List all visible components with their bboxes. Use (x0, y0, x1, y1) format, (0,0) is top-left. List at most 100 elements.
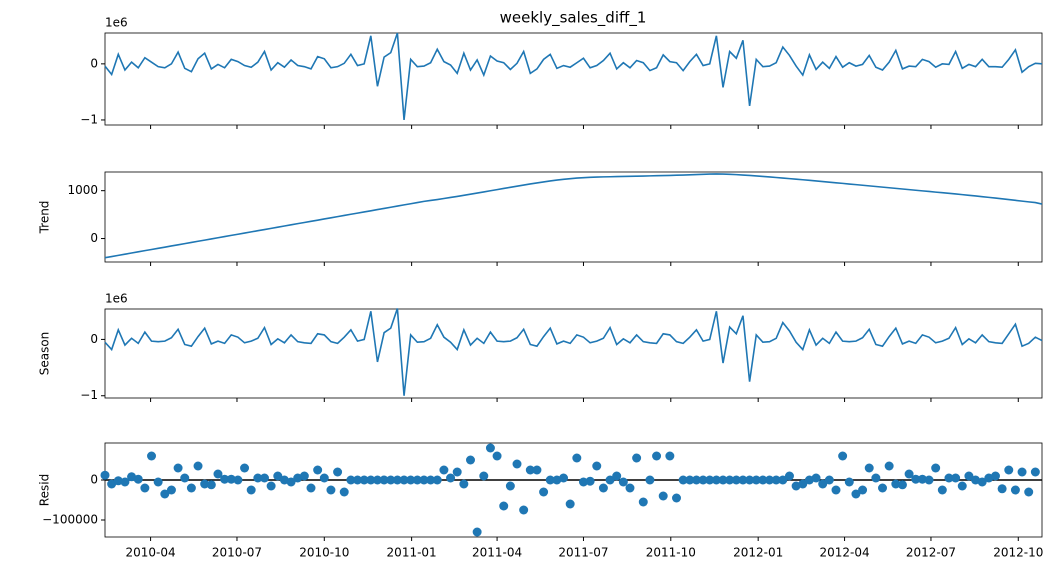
resid-point (738, 475, 748, 485)
resid-point (439, 465, 449, 475)
resid-point (193, 461, 203, 471)
resid-point (592, 461, 602, 471)
resid-point (937, 485, 947, 495)
resid-point (725, 475, 735, 485)
x-tick-label: 2012-01 (733, 546, 783, 560)
y-tick-label: −1 (80, 112, 98, 126)
resid-point (572, 453, 582, 463)
x-tick-label: 2012-07 (906, 546, 956, 560)
resid-point (678, 475, 688, 485)
y-tick-label: 0 (90, 231, 98, 245)
plot-frame (104, 308, 1043, 399)
resid-point (559, 473, 569, 483)
resid-point (286, 477, 296, 487)
resid-point (612, 471, 622, 481)
resid-point (997, 484, 1007, 494)
plot-frame (104, 32, 1043, 126)
resid-point (299, 471, 309, 481)
resid-point (964, 471, 974, 481)
resid-point (878, 483, 888, 493)
resid-point (565, 499, 575, 509)
resid-point (672, 493, 682, 503)
resid-point (944, 473, 954, 483)
y-axis-label: Season (38, 332, 52, 376)
x-tick-label: 2012-10 (993, 546, 1043, 560)
y-axis-label: Trend (38, 201, 52, 235)
resid-point (931, 463, 941, 473)
resid-point (625, 483, 635, 493)
resid-point (333, 467, 343, 477)
resid-point (957, 481, 967, 491)
resid-point (665, 451, 675, 461)
resid-point (751, 475, 761, 485)
plot-frame (104, 442, 1043, 538)
y-offset-label: 1e6 (105, 16, 128, 30)
resid-point (871, 473, 881, 483)
resid-point (705, 475, 715, 485)
resid-point (711, 475, 721, 485)
resid-point (253, 473, 263, 483)
resid-point (632, 453, 642, 463)
y-tick-label: 1000 (67, 183, 98, 197)
resid-point (904, 469, 914, 479)
y-offset-label: 1e6 (105, 292, 128, 306)
resid-point (372, 475, 382, 485)
resid-point (585, 476, 595, 486)
resid-point (864, 463, 874, 473)
resid-point (406, 475, 416, 485)
resid-point (858, 485, 868, 495)
resid-point (824, 475, 834, 485)
resid-point (166, 485, 176, 495)
resid-point (891, 479, 901, 489)
resid-point (339, 487, 349, 497)
resid-point (306, 483, 316, 493)
resid-point (778, 475, 788, 485)
resid-point (645, 475, 655, 485)
resid-point (386, 475, 396, 485)
resid-point (313, 465, 323, 475)
x-tick-label: 2011-04 (472, 546, 522, 560)
resid-point (658, 491, 668, 501)
resid-point (133, 474, 143, 484)
resid-point (512, 459, 522, 469)
resid-point (160, 489, 170, 499)
resid-point (924, 475, 934, 485)
x-tick-label: 2010-10 (299, 546, 349, 560)
resid-point (731, 475, 741, 485)
resid-point (266, 481, 276, 491)
resid-point (818, 479, 828, 489)
resid-point (652, 451, 662, 461)
resid-point (226, 474, 236, 484)
resid-point (844, 477, 854, 487)
resid-point (452, 467, 462, 477)
resid-point (273, 471, 283, 481)
resid-point (784, 471, 794, 481)
x-tick-label: 2011-10 (646, 546, 696, 560)
resid-point (233, 475, 243, 485)
resid-point (990, 471, 1000, 481)
resid-point (499, 501, 509, 511)
resid-point (140, 483, 150, 493)
resid-point (718, 475, 728, 485)
resid-point (353, 475, 363, 485)
resid-point (359, 475, 369, 485)
resid-point (758, 475, 768, 485)
resid-point (399, 475, 409, 485)
resid-point (798, 479, 808, 489)
resid-point (120, 477, 130, 487)
resid-point (419, 475, 429, 485)
resid-point (851, 489, 861, 499)
resid-point (698, 475, 708, 485)
y-tick-label: −1 (80, 388, 98, 402)
resid-point (539, 487, 549, 497)
resid-point (200, 479, 210, 489)
resid-point (1004, 465, 1014, 475)
resid-point (897, 480, 907, 490)
resid-point (1017, 467, 1027, 477)
resid-point (326, 485, 336, 495)
x-tick-label: 2010-04 (126, 546, 176, 560)
resid-point (246, 485, 256, 495)
resid-point (618, 477, 628, 487)
resid-point (765, 475, 775, 485)
